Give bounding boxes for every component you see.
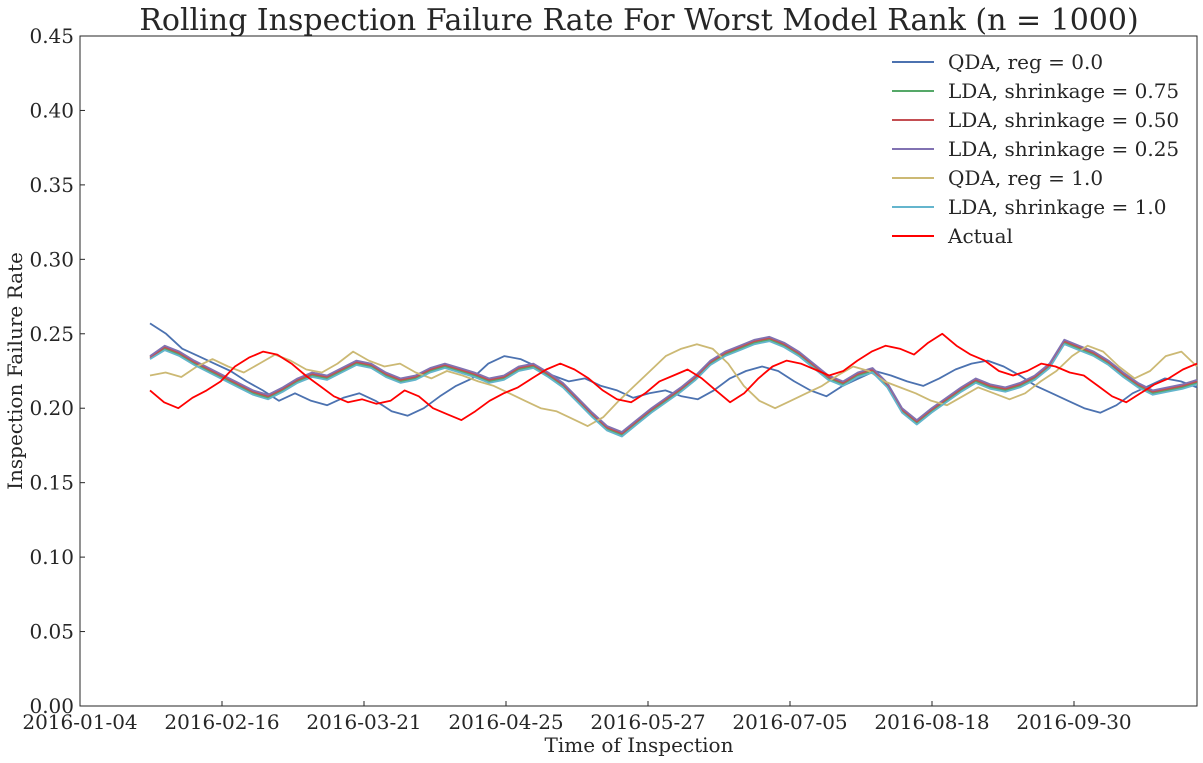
y-tick-label: 0.10 (29, 545, 74, 569)
y-tick-label: 0.45 (29, 24, 74, 48)
x-tick-label: 2016-04-25 (448, 710, 563, 734)
y-tick-label: 0.15 (29, 471, 74, 495)
y-tick-label: 0.20 (29, 396, 74, 420)
series-lines (149, 322, 1198, 438)
x-axis-ticks: 2016-01-04 2016-02-16 2016-03-21 2016-04-25… (22, 701, 1132, 734)
series-line-1 (149, 338, 1198, 436)
legend-label: LDA, shrinkage = 0.25 (948, 137, 1179, 161)
series-line-4 (149, 343, 1198, 428)
y-tick-label: 0.35 (29, 173, 74, 197)
y-tick-label: 0.05 (29, 620, 74, 644)
series-line-3 (149, 335, 1198, 433)
x-tick-label: 2016-05-27 (590, 710, 705, 734)
y-tick-label: 0.00 (29, 694, 74, 718)
legend-label: LDA, shrinkage = 1.0 (948, 195, 1166, 219)
x-tick-label: 2016-01-04 (22, 710, 137, 734)
y-axis-ticks: 0.00 0.05 0.10 0.15 0.20 0.25 0.30 0.35 0.40 0.45 (29, 24, 85, 718)
y-axis-label: Inspection Failure Rate (3, 252, 27, 490)
y-tick-label: 0.40 (29, 98, 74, 122)
x-tick-label: 2016-07-05 (732, 710, 847, 734)
series-line-6 (149, 332, 1198, 422)
x-tick-label: 2016-03-21 (306, 710, 421, 734)
chart-title: Rolling Inspection Failure Rate For Wors… (139, 3, 1138, 38)
legend-label: Actual (947, 224, 1013, 248)
y-tick-label: 0.25 (29, 322, 74, 346)
legend-label: QDA, reg = 0.0 (948, 50, 1103, 74)
legend-label: LDA, shrinkage = 0.50 (948, 108, 1179, 132)
series-line-5 (149, 340, 1198, 438)
y-tick-label: 0.30 (29, 247, 74, 271)
x-tick-label: 2016-09-30 (1016, 710, 1131, 734)
x-tick-label: 2016-08-18 (874, 710, 989, 734)
series-line-2 (149, 337, 1198, 435)
x-tick-label: 2016-02-16 (164, 710, 279, 734)
legend: QDA, reg = 0.0 LDA, shrinkage = 0.75 LDA, … (892, 50, 1179, 248)
x-axis-label: Time of Inspection (545, 733, 734, 757)
legend-label: QDA, reg = 1.0 (948, 166, 1103, 190)
legend-label: LDA, shrinkage = 0.75 (948, 79, 1179, 103)
